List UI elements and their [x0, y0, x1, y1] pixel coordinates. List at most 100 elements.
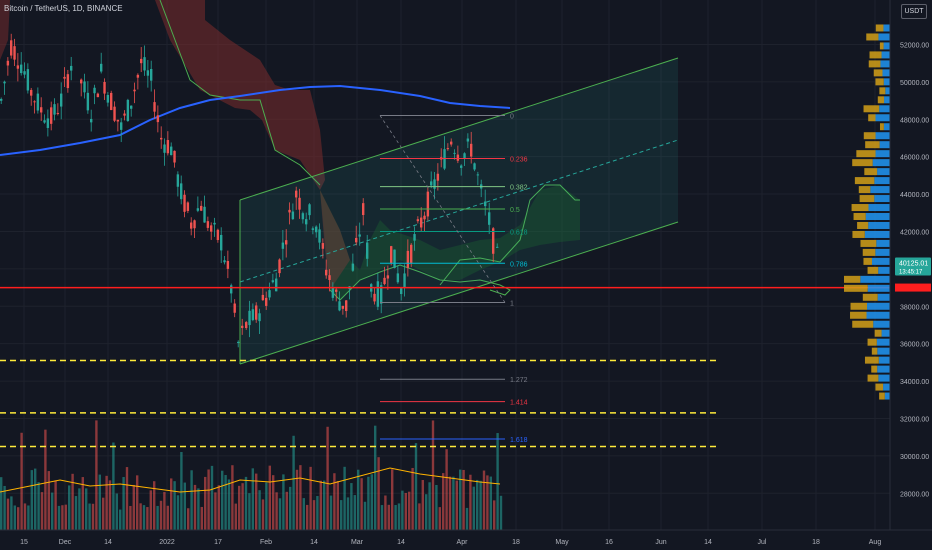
candle-body [355, 237, 358, 243]
candle-body [492, 228, 495, 254]
candle-body [456, 154, 460, 161]
fib-level-label: 0.618 [510, 229, 528, 236]
volume-profile-bar [863, 257, 872, 265]
currency-badge[interactable]: USDT [901, 4, 927, 19]
volume-bar [115, 493, 118, 530]
candle-body [288, 209, 291, 213]
candle-body [83, 81, 86, 93]
candle-body [275, 278, 278, 292]
volume-bar [312, 500, 316, 530]
x-tick-label: 17 [214, 539, 222, 546]
volume-bar [149, 490, 152, 530]
volume-bar [353, 495, 356, 530]
volume-profile-bar [875, 248, 890, 256]
candle-body [163, 144, 166, 153]
volume-bar [221, 470, 224, 530]
volume-bar [285, 491, 288, 530]
candle-body [136, 74, 140, 78]
volume-profile-bar [850, 302, 868, 310]
volume-bar [333, 473, 336, 530]
candle-body [325, 269, 328, 276]
volume-bar [170, 478, 173, 530]
current-price-countdown: 13:45:17 [899, 270, 923, 276]
candle-body [241, 325, 244, 328]
candle-body [140, 58, 143, 64]
volume-bar [204, 476, 207, 530]
fib-level-label: 1.414 [510, 400, 528, 407]
volume-profile-bar [856, 150, 876, 158]
volume-bar [418, 503, 421, 530]
candle-body [46, 118, 50, 128]
x-tick-label: Apr [457, 539, 469, 546]
volume-profile-bar [885, 87, 890, 95]
volume-bar [367, 476, 370, 530]
volume-bar [200, 506, 203, 530]
volume-bar [30, 470, 33, 530]
volume-bar [64, 504, 67, 530]
volume-bar [142, 505, 146, 530]
volume-profile-bar [863, 105, 880, 113]
volume-bar [377, 457, 380, 530]
candle-body [476, 174, 480, 176]
candle-body [335, 289, 338, 292]
volume-bar [316, 496, 319, 530]
volume-bar [244, 476, 248, 530]
time-axis-background [0, 530, 932, 550]
volume-bar [108, 480, 112, 530]
volume-profile-bar [877, 293, 890, 301]
volume-bar [187, 508, 190, 530]
candle-body [446, 148, 450, 150]
volume-profile-bar [874, 195, 890, 203]
volume-bar [159, 500, 163, 530]
candle-body [133, 89, 136, 92]
volume-profile-bar [883, 383, 890, 391]
volume-bar [231, 465, 234, 530]
candle-body [23, 71, 26, 75]
volume-bar [278, 498, 282, 530]
volume-bar [258, 490, 261, 530]
fib-level-label: 0.382 [510, 185, 528, 192]
candle-body [318, 229, 321, 243]
candle-body [186, 202, 190, 211]
candle-body [496, 246, 499, 248]
volume-profile-bar [875, 114, 890, 122]
volume-bar [105, 475, 108, 530]
volume-bar [295, 469, 299, 530]
candle-body [20, 64, 23, 74]
volume-bar [20, 432, 23, 530]
candle-body [298, 197, 301, 210]
volume-profile-bar [879, 42, 884, 50]
candle-body [403, 273, 406, 288]
x-tick-label: 18 [812, 539, 820, 546]
candle-body [123, 113, 126, 116]
volume-profile-bar [878, 266, 890, 274]
volume-profile-bar [860, 275, 890, 283]
volume-profile-bar [865, 213, 890, 221]
volume-bar [445, 449, 448, 530]
volume-bar [217, 485, 220, 530]
volume-bar [112, 442, 115, 530]
volume-profile-bar [873, 69, 883, 77]
candle-body [466, 138, 470, 142]
volume-bar [268, 465, 271, 530]
fib-trend-line [379, 115, 506, 303]
volume-profile-bar [879, 105, 890, 113]
volume-bar [289, 486, 292, 530]
volume-profile-bar [874, 329, 882, 337]
volume-bar [183, 482, 186, 530]
candle-body [206, 221, 210, 228]
candle-body [383, 277, 386, 285]
channel-lower-line [239, 221, 679, 365]
candle-body [453, 152, 456, 154]
volume-profile-bar [875, 78, 884, 86]
volume-bar [57, 505, 61, 530]
volume-profile-bar [859, 195, 875, 203]
volume-bar [363, 501, 367, 530]
volume-bar [61, 505, 64, 530]
volume-bar [425, 494, 428, 530]
volume-bar [299, 465, 302, 530]
y-tick-label: 36000.00 [900, 342, 929, 349]
candle-body [450, 141, 453, 145]
